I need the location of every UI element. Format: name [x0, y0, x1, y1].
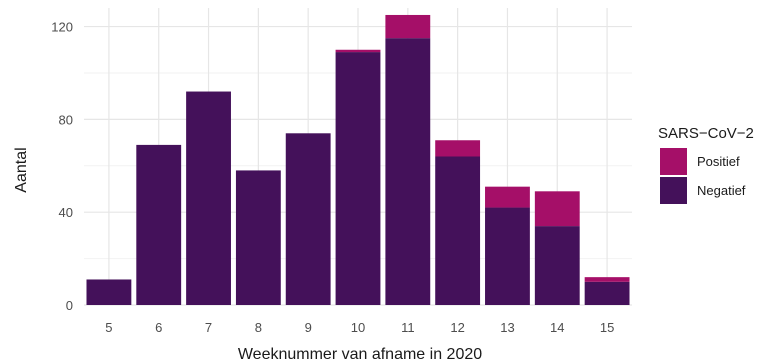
x-tick-label: 13 [500, 320, 514, 335]
bar-positief-week-13 [485, 186, 530, 208]
y-tick-label: 40 [59, 205, 73, 220]
x-tick-label: 7 [205, 320, 212, 335]
bars [86, 14, 630, 305]
bar-positief-week-10 [335, 49, 381, 53]
x-axis-title: Weeknummer van afname in 2020 [238, 346, 482, 363]
bar-negatief-week-7 [186, 91, 231, 305]
bar-positief-week-12 [435, 140, 481, 157]
y-tick-label: 120 [51, 20, 73, 35]
x-tick-labels: 5 6 7 8 9 10 11 12 13 14 15 [105, 320, 614, 335]
bar-positief-week-15 [584, 277, 630, 282]
bar-negatief-week-5 [86, 279, 132, 305]
x-tick-label: 6 [155, 320, 162, 335]
bar-negatief-week-13 [485, 207, 530, 305]
bar-negatief-week-12 [435, 156, 481, 305]
bar-negatief-week-15 [584, 281, 630, 305]
x-tick-label: 10 [351, 320, 365, 335]
legend-key-negatief [660, 177, 687, 204]
legend-label-positief: Positief [697, 154, 740, 169]
x-tick-label: 11 [401, 320, 415, 335]
bar-negatief-week-11 [385, 38, 431, 305]
bar-negatief-week-6 [136, 144, 182, 305]
legend-title: SARS−CoV−2 [658, 125, 754, 142]
bar-negatief-week-8 [235, 170, 281, 305]
y-axis-title: Aantal [13, 147, 30, 192]
bar-positief-week-14 [534, 191, 580, 227]
bar-negatief-week-10 [335, 52, 381, 305]
x-tick-label: 9 [305, 320, 312, 335]
y-tick-labels: 0 40 80 120 [51, 20, 73, 313]
bar-negatief-week-9 [285, 133, 331, 305]
legend: SARS−CoV−2 Positief Negatief [658, 125, 754, 204]
x-tick-label: 5 [105, 320, 112, 335]
x-tick-label: 8 [255, 320, 262, 335]
bar-positief-week-11 [385, 14, 431, 39]
bar-negatief-week-14 [534, 226, 580, 305]
x-tick-label: 14 [550, 320, 564, 335]
y-tick-label: 0 [66, 298, 73, 313]
legend-key-positief [660, 148, 687, 175]
x-tick-label: 12 [450, 320, 464, 335]
legend-label-negatief: Negatief [697, 183, 746, 198]
x-tick-label: 15 [600, 320, 614, 335]
y-tick-label: 80 [59, 112, 73, 127]
